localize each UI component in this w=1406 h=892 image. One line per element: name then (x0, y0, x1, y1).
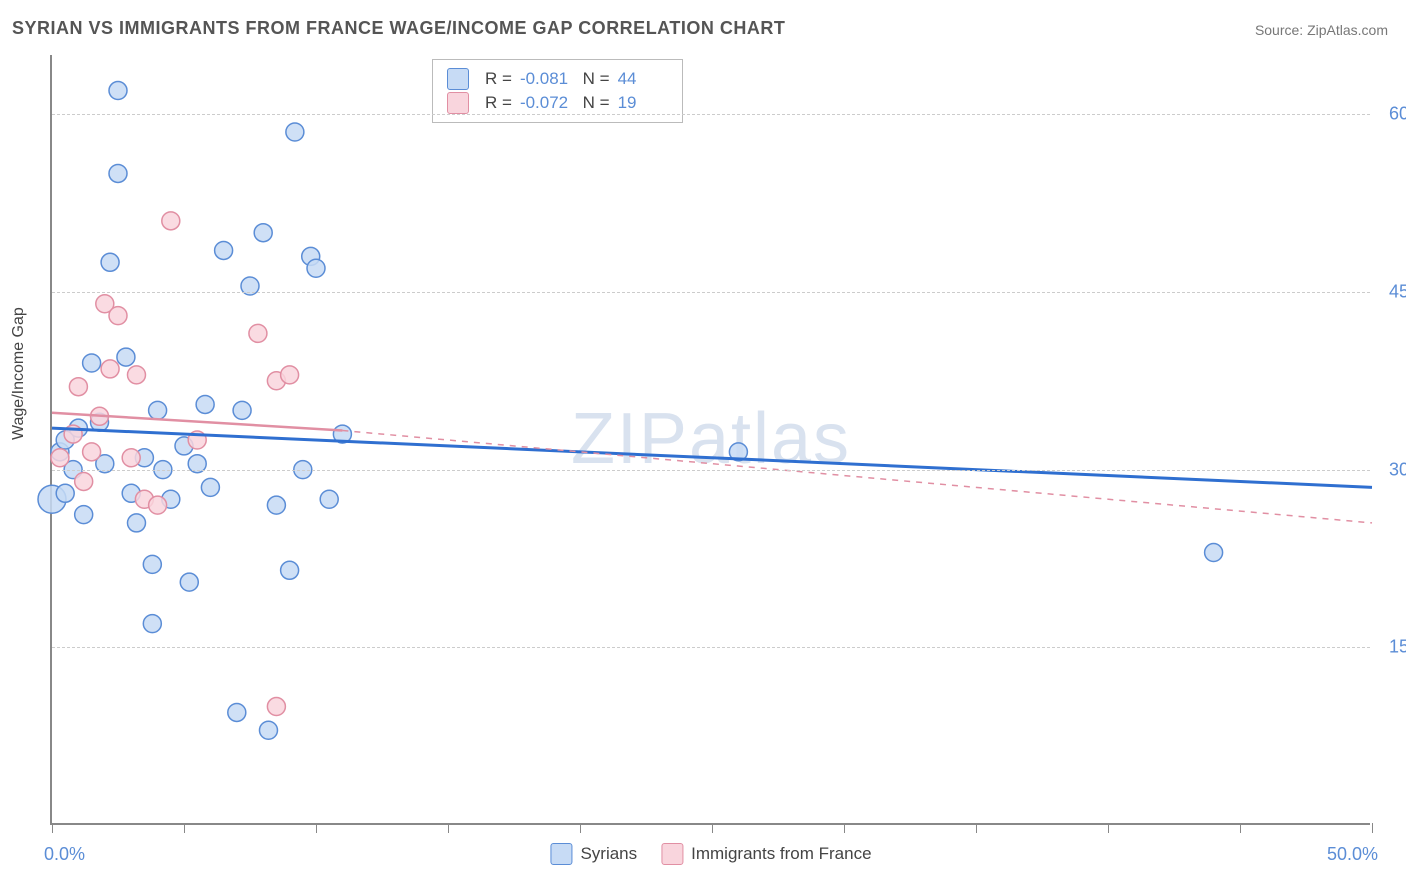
scatter-point (127, 366, 145, 384)
scatter-point (101, 360, 119, 378)
y-axis-label: Wage/Income Gap (10, 307, 28, 440)
series-swatch (661, 843, 683, 865)
x-axis-min-label: 0.0% (44, 844, 85, 865)
scatter-point (75, 506, 93, 524)
gridline-h (52, 292, 1370, 293)
scatter-point (75, 472, 93, 490)
scatter-point (109, 307, 127, 325)
scatter-point (162, 212, 180, 230)
x-tick (184, 823, 185, 833)
chart-title: SYRIAN VS IMMIGRANTS FROM FRANCE WAGE/IN… (12, 18, 785, 39)
r-value: -0.072 (520, 93, 570, 113)
scatter-point (117, 348, 135, 366)
scatter-point (180, 573, 198, 591)
scatter-point (233, 401, 251, 419)
x-tick (448, 823, 449, 833)
x-axis-max-label: 50.0% (1327, 844, 1378, 865)
x-tick (844, 823, 845, 833)
gridline-h (52, 647, 1370, 648)
scatter-point (281, 561, 299, 579)
scatter-point (101, 253, 119, 271)
scatter-point (281, 366, 299, 384)
scatter-point (69, 378, 87, 396)
scatter-point (201, 478, 219, 496)
x-tick (52, 823, 53, 833)
scatter-point (143, 555, 161, 573)
scatter-point (127, 514, 145, 532)
legend-item: Immigrants from France (661, 843, 871, 865)
x-tick (976, 823, 977, 833)
gridline-h (52, 470, 1370, 471)
y-tick-label: 45.0% (1389, 281, 1406, 302)
trend-line-extrapolated (342, 431, 1372, 523)
scatter-point (122, 449, 140, 467)
trend-line (52, 428, 1372, 487)
stats-row: R = -0.081 N = 44 (447, 68, 668, 90)
y-tick-label: 15.0% (1389, 637, 1406, 658)
x-tick (580, 823, 581, 833)
r-label: R = (485, 69, 512, 89)
scatter-point (259, 721, 277, 739)
scatter-point (83, 354, 101, 372)
scatter-point (149, 496, 167, 514)
scatter-point (254, 224, 272, 242)
scatter-point (196, 395, 214, 413)
scatter-point (51, 449, 69, 467)
legend-label: Immigrants from France (691, 844, 871, 864)
chart-container: SYRIAN VS IMMIGRANTS FROM FRANCE WAGE/IN… (0, 0, 1406, 892)
scatter-point (215, 241, 233, 259)
scatter-point (228, 703, 246, 721)
r-label: R = (485, 93, 512, 113)
chart-svg (52, 55, 1370, 823)
legend-bottom: Syrians Immigrants from France (550, 843, 871, 865)
legend-item: Syrians (550, 843, 637, 865)
legend-label: Syrians (580, 844, 637, 864)
series-swatch (447, 68, 469, 90)
scatter-point (83, 443, 101, 461)
series-swatch (447, 92, 469, 114)
x-tick (316, 823, 317, 833)
y-tick-label: 30.0% (1389, 459, 1406, 480)
scatter-point (267, 698, 285, 716)
plot-area: ZIPatlas R =-0.081 N =44R =-0.072 N =19 … (50, 55, 1370, 825)
scatter-point (249, 324, 267, 342)
gridline-h (52, 114, 1370, 115)
scatter-point (109, 164, 127, 182)
scatter-point (320, 490, 338, 508)
n-value: 19 (618, 93, 668, 113)
scatter-point (1205, 544, 1223, 562)
x-tick (1240, 823, 1241, 833)
r-value: -0.081 (520, 69, 570, 89)
scatter-point (56, 484, 74, 502)
x-tick (712, 823, 713, 833)
series-swatch (550, 843, 572, 865)
scatter-point (149, 401, 167, 419)
scatter-point (286, 123, 304, 141)
source-label: Source: ZipAtlas.com (1255, 22, 1388, 38)
scatter-point (109, 82, 127, 100)
n-label: N = (578, 69, 610, 89)
n-label: N = (578, 93, 610, 113)
n-value: 44 (618, 69, 668, 89)
scatter-point (267, 496, 285, 514)
y-tick-label: 60.0% (1389, 104, 1406, 125)
stats-row: R = -0.072 N = 19 (447, 92, 668, 114)
x-tick (1108, 823, 1109, 833)
x-tick (1372, 823, 1373, 833)
scatter-point (307, 259, 325, 277)
scatter-point (143, 615, 161, 633)
